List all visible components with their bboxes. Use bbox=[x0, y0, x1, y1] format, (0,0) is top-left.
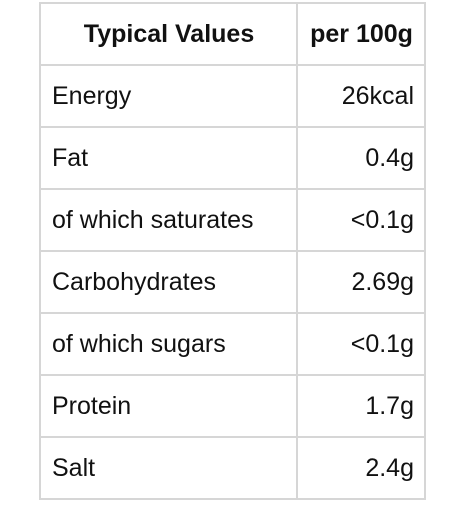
column-header-per-100g: per 100g bbox=[296, 2, 426, 66]
table-header-row: Typical Values per 100g bbox=[38, 2, 426, 66]
nutrient-name: Fat bbox=[38, 126, 299, 190]
nutrition-table: Typical Values per 100g Energy 26kcal Fa… bbox=[38, 2, 426, 500]
nutrient-name: Protein bbox=[38, 374, 299, 438]
nutrient-value: <0.1g bbox=[296, 188, 426, 252]
table-row: Energy 26kcal bbox=[38, 64, 426, 128]
nutrient-value: 0.4g bbox=[296, 126, 426, 190]
nutrient-value: <0.1g bbox=[296, 312, 426, 376]
table-row: of which sugars <0.1g bbox=[38, 312, 426, 376]
nutrient-name: Carbohydrates bbox=[38, 250, 299, 314]
table-row: Salt 2.4g bbox=[38, 436, 426, 500]
nutrient-name: Salt bbox=[38, 436, 299, 500]
table-row: Protein 1.7g bbox=[38, 374, 426, 438]
nutrient-value: 26kcal bbox=[296, 64, 426, 128]
column-header-typical-values: Typical Values bbox=[38, 2, 299, 66]
nutrient-value: 2.69g bbox=[296, 250, 426, 314]
table-row: Carbohydrates 2.69g bbox=[38, 250, 426, 314]
table-row: of which saturates <0.1g bbox=[38, 188, 426, 252]
nutrient-value: 2.4g bbox=[296, 436, 426, 500]
nutrient-name: of which sugars bbox=[38, 312, 299, 376]
nutrient-name: of which saturates bbox=[38, 188, 299, 252]
nutrient-name: Energy bbox=[38, 64, 299, 128]
table-row: Fat 0.4g bbox=[38, 126, 426, 190]
nutrient-value: 1.7g bbox=[296, 374, 426, 438]
